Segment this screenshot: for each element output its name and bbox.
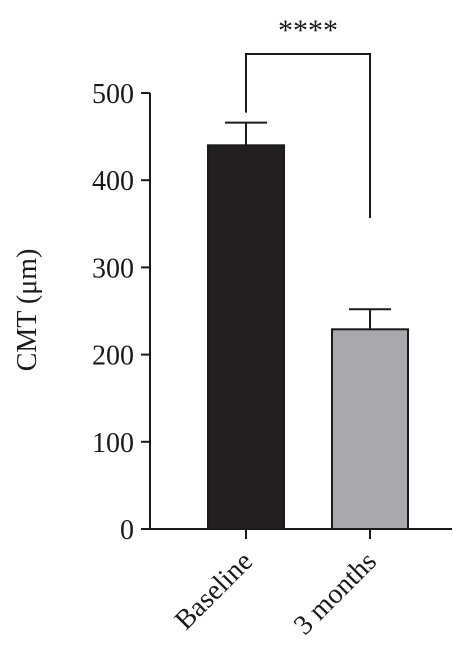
bar-1 bbox=[331, 328, 409, 531]
y-tick-label-0: 0 bbox=[120, 515, 134, 546]
y-tick-label-100: 100 bbox=[92, 428, 134, 459]
significance-bracket bbox=[245, 53, 371, 218]
y-axis-title: CMT (μm) bbox=[12, 249, 43, 372]
bar-0 bbox=[207, 144, 285, 530]
y-tick-label-500: 500 bbox=[92, 79, 134, 110]
y-tick-label-300: 300 bbox=[92, 253, 134, 284]
x-tick-label-0: Baseline bbox=[169, 546, 259, 636]
y-tick-label-200: 200 bbox=[92, 341, 134, 372]
significance-annotation: **** bbox=[245, 14, 371, 218]
y-tick-label-400: 400 bbox=[92, 166, 134, 197]
significance-label: **** bbox=[278, 14, 338, 47]
bars bbox=[207, 121, 409, 531]
x-tick-label-1: 3 months bbox=[288, 546, 383, 641]
